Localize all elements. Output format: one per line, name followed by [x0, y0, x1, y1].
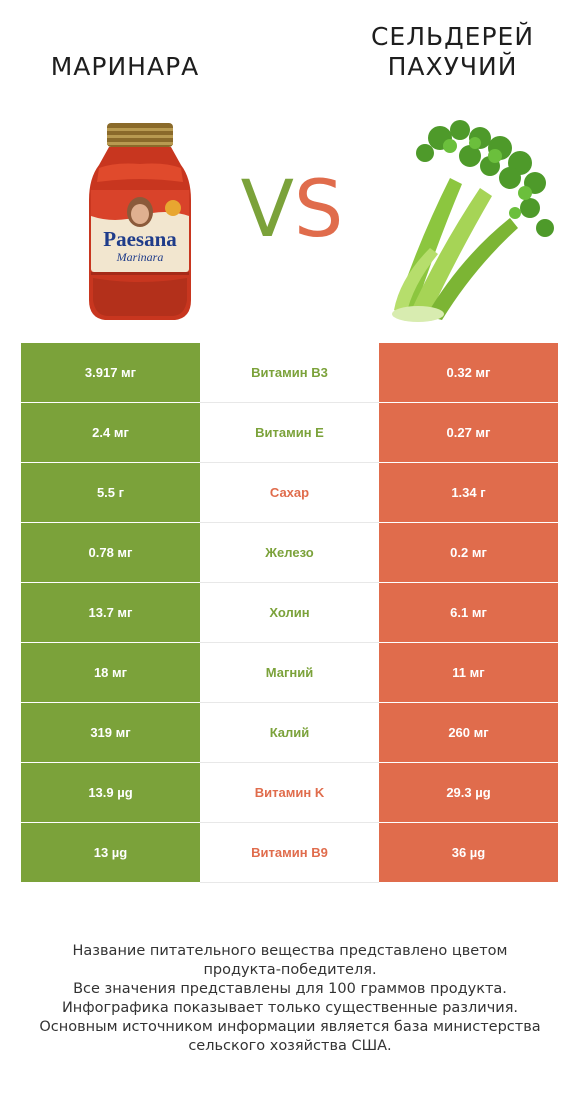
footer-line: Название питательного вещества представл… — [72, 943, 508, 959]
table-row: 3.917 мг Витамин B3 0.32 мг — [21, 343, 558, 403]
left-value: 18 мг — [21, 643, 200, 703]
nutrient-name: Калий — [200, 703, 379, 763]
left-value: 13 µg — [21, 823, 200, 883]
nutrient-name: Витамин K — [200, 763, 379, 823]
table-row: 18 мг Магний 11 мг — [21, 643, 558, 703]
table-row: 13.7 мг Холин 6.1 мг — [21, 583, 558, 643]
comparison-table: 3.917 мг Витамин B3 0.32 мг 2.4 мг Витамин E… — [21, 343, 558, 883]
table-row: 13 µg Витамин B9 36 µg — [21, 823, 558, 883]
right-value: 6.1 мг — [379, 583, 558, 643]
left-value: 2.4 мг — [21, 403, 200, 463]
left-value: 0.78 мг — [21, 523, 200, 583]
table-row: 0.78 мг Железо 0.2 мг — [21, 523, 558, 583]
nutrient-name: Витамин B3 — [200, 343, 379, 403]
right-value: 1.34 г — [379, 463, 558, 523]
left-value: 319 мг — [21, 703, 200, 763]
right-value: 260 мг — [379, 703, 558, 763]
vs-s-letter: S — [293, 165, 344, 255]
marinara-jar-image: Paesana Marinara — [89, 123, 191, 320]
footer-line: Основным источником информации является … — [39, 1019, 541, 1035]
footer-line: Все значения представлены для 100 граммо… — [73, 981, 507, 997]
left-value: 13.9 µg — [21, 763, 200, 823]
left-product-title: МАРИНАРА — [50, 52, 200, 81]
left-value: 3.917 мг — [21, 343, 200, 403]
nutrient-name: Холин — [200, 583, 379, 643]
vs-v-letter: V — [240, 165, 294, 255]
table-row: 13.9 µg Витамин K 29.3 µg — [21, 763, 558, 823]
nutrient-name: Железо — [200, 523, 379, 583]
nutrient-name: Витамин B9 — [200, 823, 379, 883]
nutrient-name: Сахар — [200, 463, 379, 523]
footer-line: продукта-победителя. — [203, 962, 377, 978]
table-row: 319 мг Калий 260 мг — [21, 703, 558, 763]
right-title-line2: ПАХУЧИЙ — [387, 52, 518, 81]
right-product-title: СЕЛЬДЕРЕЙ ПАХУЧИЙ — [345, 22, 560, 82]
nutrient-name: Витамин E — [200, 403, 379, 463]
right-value: 0.32 мг — [379, 343, 558, 403]
right-value: 36 µg — [379, 823, 558, 883]
left-value: 13.7 мг — [21, 583, 200, 643]
right-value: 0.2 мг — [379, 523, 558, 583]
jar-brand-text: Paesana — [103, 227, 177, 251]
footer-notes: Название питательного вещества представл… — [20, 942, 560, 1056]
footer-line: сельского хозяйства США. — [188, 1038, 392, 1054]
right-title-line1: СЕЛЬДЕРЕЙ — [370, 22, 535, 51]
vs-label: VS — [212, 160, 372, 260]
nutrient-name: Магний — [200, 643, 379, 703]
left-value: 5.5 г — [21, 463, 200, 523]
right-value: 29.3 µg — [379, 763, 558, 823]
table-row: 2.4 мг Витамин E 0.27 мг — [21, 403, 558, 463]
celery-image — [392, 120, 554, 322]
jar-variety-text: Marinara — [116, 250, 164, 264]
footer-line: Инфографика показывает только существенн… — [61, 1000, 519, 1016]
right-value: 11 мг — [379, 643, 558, 703]
right-value: 0.27 мг — [379, 403, 558, 463]
table-row: 5.5 г Сахар 1.34 г — [21, 463, 558, 523]
